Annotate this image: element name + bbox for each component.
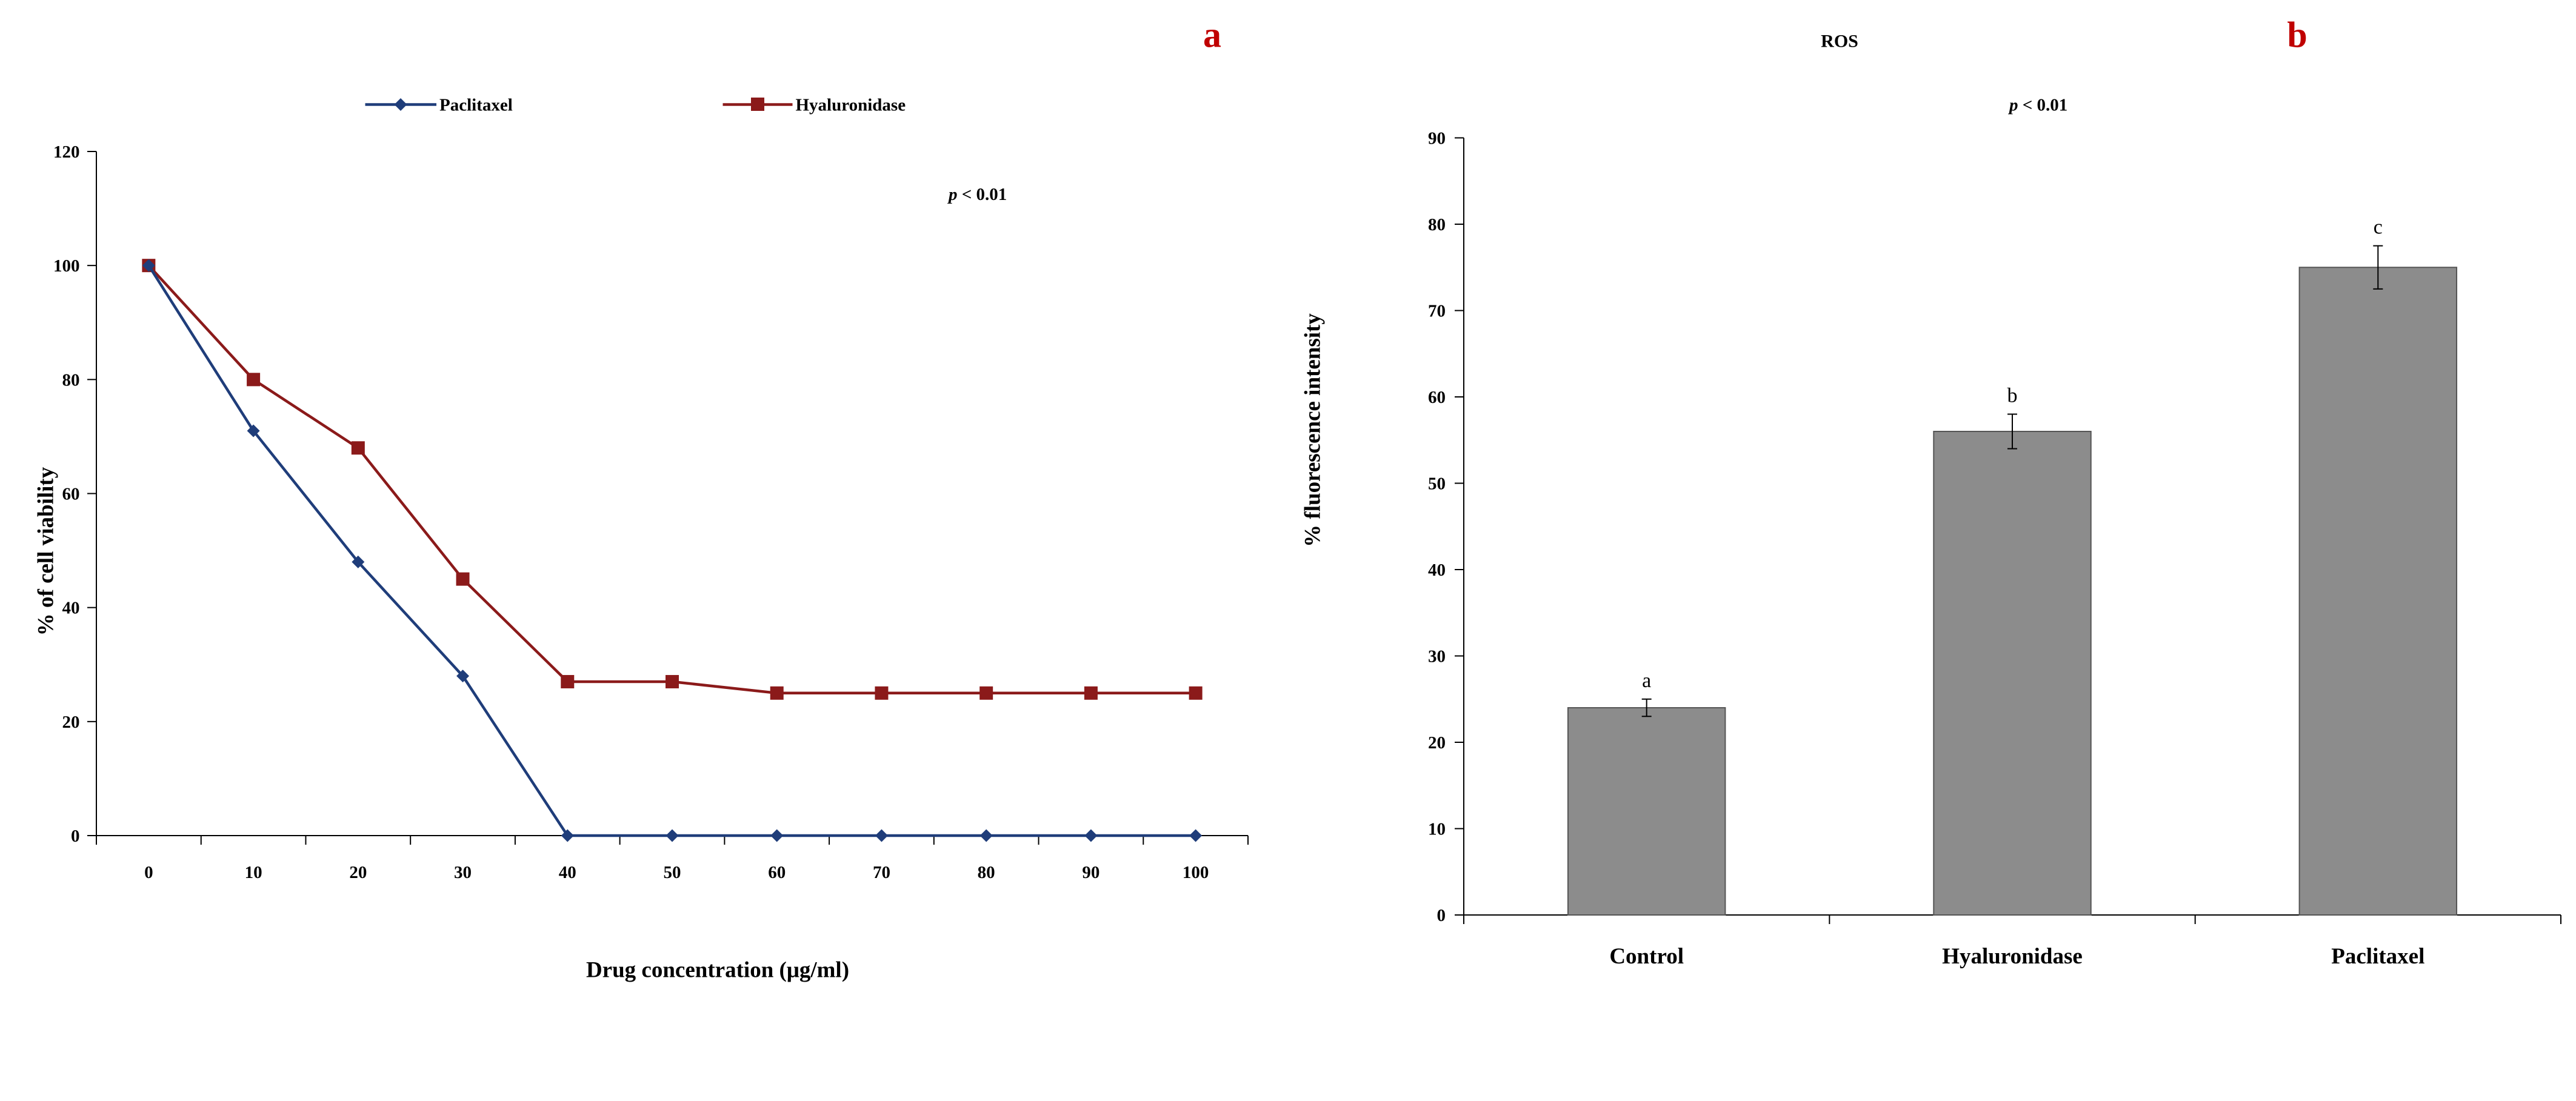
panel-b-bars: a Control b Hyaluronidase c Paclitaxel	[1567, 216, 2458, 969]
x-tick-label: 90	[1082, 863, 1099, 882]
legend-marker-hyaluronidase	[751, 98, 764, 111]
y-tick-label: 70	[1428, 302, 1446, 321]
x-tick-label: 80	[978, 863, 995, 882]
data-point-paclitaxel	[770, 829, 784, 842]
x-tick-label: 20	[349, 863, 367, 882]
significance-letter: c	[2374, 216, 2383, 239]
x-tick-label: 70	[873, 863, 890, 882]
x-tick-label: 40	[559, 863, 576, 882]
y-tick-label: 80	[62, 370, 80, 390]
panel-b-label: b	[2287, 15, 2307, 55]
data-point-paclitaxel	[875, 829, 888, 842]
x-tick-label: 50	[664, 863, 681, 882]
data-point-paclitaxel	[666, 829, 679, 842]
y-tick-label: 20	[1428, 733, 1446, 753]
y-tick-label: 100	[53, 256, 80, 276]
data-point-hyaluronidase	[561, 674, 575, 688]
panel-a-series	[142, 259, 1203, 842]
y-tick-label: 60	[62, 485, 80, 504]
panel-a-line-chart: a Paclitaxel Hyaluronidase p < 0.01 0 20 4…	[34, 15, 1249, 983]
panel-a-axes: 0 20 40 60 80 100 120 0 10 20 30 40 50 60 70 80 90 100	[53, 142, 1249, 882]
y-tick-label: 20	[62, 713, 80, 732]
data-point-hyaluronidase	[770, 686, 784, 700]
data-point-paclitaxel	[1189, 829, 1203, 842]
data-point-hyaluronidase	[1084, 686, 1098, 700]
y-tick-label: 0	[1437, 906, 1446, 925]
panel-a-legend: Paclitaxel Hyaluronidase	[365, 96, 906, 115]
panel-a-y-axis-title: % of cell viability	[34, 467, 59, 636]
data-point-hyaluronidase	[1189, 686, 1203, 700]
y-tick-label: 90	[1428, 129, 1446, 148]
data-point-paclitaxel	[1084, 829, 1098, 842]
panel-a-x-axis-title: Drug concentration (μg/ml)	[586, 958, 849, 983]
data-point-paclitaxel	[456, 670, 470, 683]
y-tick-label: 60	[1428, 388, 1446, 407]
x-tick-label: 100	[1183, 863, 1209, 882]
panel-b-title: ROS	[1821, 32, 1858, 52]
x-tick-label: 60	[768, 863, 786, 882]
y-tick-label: 30	[1428, 647, 1446, 667]
data-point-hyaluronidase	[979, 686, 993, 700]
y-tick-label: 80	[1428, 215, 1446, 235]
significance-letter: b	[2007, 385, 2018, 407]
panel-a-label: a	[1203, 15, 1221, 55]
significance-letter: a	[1642, 670, 1651, 692]
data-point-hyaluronidase	[351, 441, 365, 455]
legend-marker-paclitaxel	[394, 98, 407, 111]
legend-label-hyaluronidase: Hyaluronidase	[796, 96, 906, 115]
y-tick-label: 10	[1428, 820, 1446, 839]
panel-b-p-value: p < 0.01	[2007, 96, 2067, 115]
category-label-control: Control	[1609, 944, 1684, 969]
data-point-paclitaxel	[247, 424, 260, 437]
y-tick-label: 50	[1428, 474, 1446, 494]
y-tick-label: 120	[53, 142, 80, 162]
y-tick-label: 40	[1428, 560, 1446, 580]
data-point-hyaluronidase	[666, 674, 679, 688]
data-point-hyaluronidase	[247, 373, 261, 387]
y-tick-label: 0	[71, 827, 80, 846]
panel-a-p-value: p < 0.01	[947, 185, 1007, 204]
data-point-hyaluronidase	[456, 572, 470, 586]
x-tick-label: 30	[454, 863, 472, 882]
bar-control	[1567, 707, 1726, 916]
y-tick-label: 40	[62, 599, 80, 618]
legend-label-paclitaxel: Paclitaxel	[439, 96, 513, 115]
category-label-hyaluronidase: Hyaluronidase	[1942, 944, 2083, 969]
panel-b-y-axis-title: % fluorescence intensity	[1301, 313, 1326, 547]
category-label-paclitaxel: Paclitaxel	[2331, 944, 2424, 969]
bar-paclitaxel	[2298, 267, 2458, 916]
bar-hyaluronidase	[1933, 431, 2092, 916]
data-point-paclitaxel	[979, 829, 993, 842]
data-point-paclitaxel	[352, 555, 365, 568]
data-point-paclitaxel	[142, 259, 155, 272]
data-point-paclitaxel	[561, 829, 574, 842]
x-tick-label: 10	[245, 863, 262, 882]
panel-b-bar-chart: ROS b p < 0.01 0 10 20 30 40 50 60 70 80 90 a Cont…	[1301, 15, 2561, 969]
x-tick-label: 0	[144, 863, 153, 882]
data-point-hyaluronidase	[875, 686, 889, 700]
